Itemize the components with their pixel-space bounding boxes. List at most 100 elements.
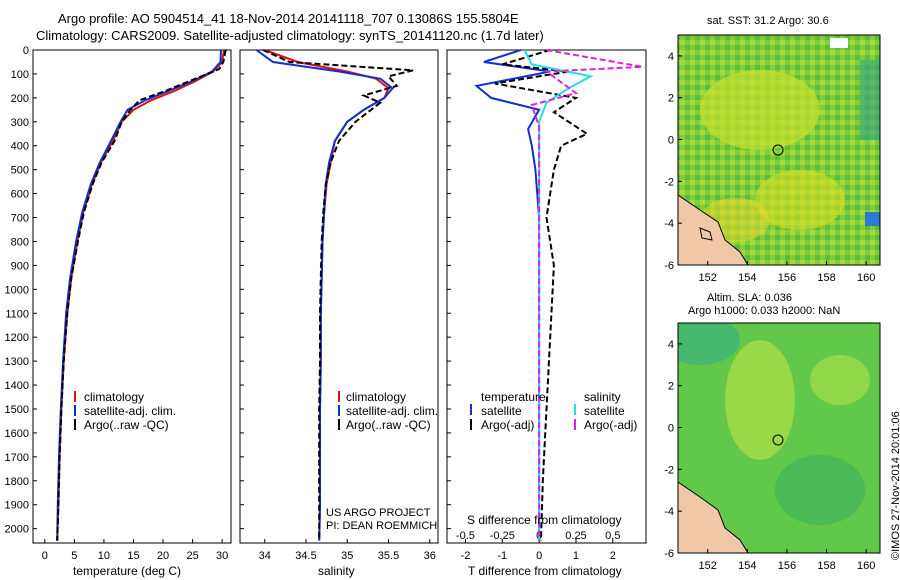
salinity-panel-frame (239, 49, 439, 544)
y-tick-label: 600 (11, 189, 29, 201)
x-tick-label: 36 (424, 550, 436, 562)
map-lon-label: 160 (857, 272, 875, 284)
s-diff-tick-label: 0.25 (565, 530, 586, 542)
series-layer (56, 49, 643, 541)
y-tick-label: 0 (23, 45, 29, 57)
y-tick-label: 400 (11, 141, 29, 153)
y-tick-label: 300 (11, 117, 29, 129)
temperature-panel-frame (32, 49, 232, 544)
x-tick-label: 2 (610, 550, 616, 562)
map-lat-label: -2 (664, 176, 674, 188)
x-tick-label: 35.5 (378, 550, 399, 562)
y-tick-label: 1900 (5, 500, 29, 512)
map-lon-label: 154 (738, 272, 756, 284)
map-lat-label: -4 (664, 218, 674, 230)
y-tick-label: 200 (11, 93, 29, 105)
map-lon-label: 152 (699, 560, 717, 572)
map-lon-label: 160 (857, 560, 875, 572)
map-lat-label: 4 (668, 51, 674, 63)
diff-legend-t-satellite: satellite (481, 404, 522, 418)
panel-axes: 0100200300400500600700800900100011001200… (5, 45, 621, 562)
x-tick-label: 20 (157, 550, 169, 562)
sal-legend-argo-raw: Argo(..raw -QC) (346, 418, 431, 432)
map-lat-label: -4 (664, 506, 674, 518)
y-tick-label: 800 (11, 236, 29, 248)
sst-map (677, 34, 881, 266)
salinity-axis-label: salinity (318, 564, 355, 578)
x-tick-label: 34 (259, 550, 271, 562)
legend-climatology: climatology (84, 390, 145, 404)
y-tick-label: 1500 (5, 404, 29, 416)
s-diff-tick-label: -0.5 (456, 530, 475, 542)
map-lat-label: -6 (664, 548, 674, 560)
series-line (56, 49, 222, 541)
map-lon-label: 158 (817, 560, 835, 572)
sla-map-title-2: Argo h1000: 0.033 h2000: NaN (688, 305, 841, 317)
y-tick-label: 700 (11, 213, 29, 225)
temperature-axis-label: temperature (deg C) (73, 564, 182, 578)
map-lat-label: 2 (668, 93, 674, 105)
x-tick-label: 0 (536, 550, 542, 562)
difference-panel-frame (446, 49, 647, 544)
t-diff-axis-label: T difference from climatology (468, 564, 622, 578)
series-line (494, 49, 590, 541)
series-line (530, 49, 643, 541)
x-tick-label: 30 (216, 550, 228, 562)
diff-legend-temperature: temperature (481, 390, 546, 404)
sst-map-title: sat. SST: 31.2 Argo: 30.6 (707, 15, 829, 27)
difference-legend (470, 404, 576, 430)
y-tick-label: 1400 (5, 380, 29, 392)
x-tick-label: -2 (461, 550, 471, 562)
map-lat-label: 0 (668, 135, 674, 147)
pi-credit: PI: DEAN ROEMMICH (326, 520, 438, 532)
y-tick-label: 1600 (5, 428, 29, 440)
diff-legend-t-argo: Argo(-adj) (481, 418, 535, 432)
y-tick-label: 900 (11, 260, 29, 272)
climatology-title: Climatology: CARS2009. Satellite-adjuste… (36, 28, 544, 43)
map-lat-label: 2 (668, 381, 674, 393)
y-tick-label: 2000 (5, 524, 29, 536)
y-tick-label: 500 (11, 165, 29, 177)
project-credit: US ARGO PROJECT (326, 507, 431, 519)
map-lat-label: 0 (668, 423, 674, 435)
map-lon-label: 156 (778, 272, 796, 284)
map-lat-label: 4 (668, 339, 674, 351)
series-line (255, 49, 395, 541)
y-tick-label: 1800 (5, 476, 29, 488)
diff-legend-s-argo: Argo(-adj) (584, 418, 638, 432)
sla-map-title-1: Altim. SLA: 0.036 (707, 292, 792, 304)
legend-argo-raw: Argo(..raw -QC) (84, 418, 169, 432)
map-axes: 152 154 156 158 160 4 2 0 -2 -4 -6 152 154 156 158 160 4… (664, 51, 875, 572)
x-tick-label: 15 (127, 550, 139, 562)
sla-map (677, 322, 881, 554)
y-tick-label: 1000 (5, 284, 29, 296)
map-lon-label: 156 (778, 560, 796, 572)
x-tick-label: 25 (186, 550, 198, 562)
x-tick-label: 35 (341, 550, 353, 562)
sal-legend-climatology: climatology (346, 390, 407, 404)
y-tick-label: 1300 (5, 356, 29, 368)
x-tick-label: 10 (98, 550, 110, 562)
diff-legend-salinity: salinity (584, 390, 621, 404)
sal-legend-satellite-adj: satellite-adj. clim. (346, 404, 439, 418)
s-diff-tick-label: 0.5 (605, 530, 620, 542)
x-tick-label: 5 (71, 550, 77, 562)
y-tick-label: 1200 (5, 332, 29, 344)
series-line (56, 49, 225, 541)
y-tick-label: 100 (11, 69, 29, 81)
x-tick-label: -1 (497, 550, 507, 562)
series-line (523, 49, 594, 541)
series-line (262, 49, 414, 541)
map-lat-label: -6 (664, 260, 674, 272)
s-diff-tick-label: -0.25 (490, 530, 515, 542)
map-lon-label: 152 (699, 272, 717, 284)
x-tick-label: 1 (573, 550, 579, 562)
series-line (56, 49, 227, 541)
series-line (264, 49, 390, 541)
y-tick-label: 1700 (5, 452, 29, 464)
map-lon-label: 158 (817, 272, 835, 284)
map-lat-label: -2 (664, 464, 674, 476)
y-tick-label: 1100 (5, 308, 29, 320)
x-tick-label: 34.5 (295, 550, 316, 562)
